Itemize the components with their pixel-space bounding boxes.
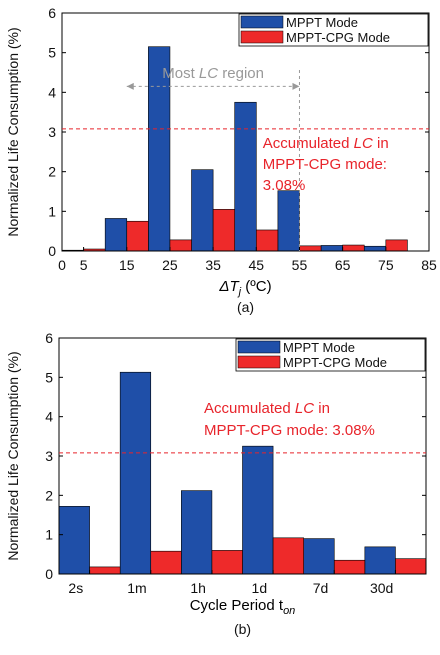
y-tick-label-a: 4 bbox=[48, 84, 56, 100]
bar-a-cpg-3 bbox=[212, 209, 236, 252]
annotation-line3-a: 3.08% bbox=[263, 177, 306, 194]
annotation-line2-a: MPPT-CPG mode: bbox=[263, 156, 387, 173]
x-tick-label-b: 7d bbox=[313, 580, 329, 596]
legend-label-a: MPPT-CPG Mode bbox=[286, 30, 390, 45]
x-tick-label-a: 85 bbox=[421, 257, 437, 273]
bar-a-cpg-5 bbox=[299, 245, 322, 252]
bar-b-cpg-5 bbox=[395, 558, 427, 575]
bar-a-cpg-6 bbox=[342, 244, 365, 252]
bar-a-cpg-4 bbox=[255, 229, 279, 252]
y-tick-label-a: 2 bbox=[48, 164, 56, 180]
x-axis-label-a: ΔTj (ºC) bbox=[218, 278, 271, 298]
bar-a-mppt-5 bbox=[277, 190, 300, 252]
y-axis-label-b: Normalized Life Consumption (%) bbox=[5, 351, 21, 560]
y-tick-label-b: 0 bbox=[45, 566, 53, 582]
x-tick-label-a: 0 bbox=[58, 257, 66, 273]
y-tick-label-a: 0 bbox=[48, 243, 56, 259]
y-axis-label-a: Normalized Life Consumption (%) bbox=[5, 27, 21, 236]
bar-b-mppt-1 bbox=[119, 371, 152, 575]
bar-a-cpg-2 bbox=[169, 239, 192, 252]
legend-swatch-a bbox=[240, 15, 284, 29]
x-tick-label-b: 1d bbox=[252, 580, 268, 596]
x-tick-label-b: 1h bbox=[190, 580, 206, 596]
x-tick-label-a: 75 bbox=[378, 257, 394, 273]
x-tick-label-a: 35 bbox=[205, 257, 221, 273]
caption-b: (b) bbox=[234, 621, 251, 637]
bar-a-mppt-6 bbox=[320, 245, 343, 252]
x-axis-label-b: Cycle Period ton bbox=[190, 597, 296, 617]
y-tick-label-b: 3 bbox=[45, 448, 53, 464]
y-tick-label-a: 5 bbox=[48, 45, 56, 61]
bar-a-mppt-4 bbox=[234, 101, 257, 252]
y-tick-label-b: 6 bbox=[45, 330, 53, 346]
x-tick-label-a: 25 bbox=[162, 257, 178, 273]
bar-a-cpg-1 bbox=[126, 220, 149, 252]
bar-a-mppt-3 bbox=[191, 169, 214, 252]
legend-swatch-b bbox=[237, 340, 281, 354]
bar-b-mppt-4 bbox=[303, 538, 335, 575]
x-tick-label-a: 45 bbox=[249, 257, 265, 273]
annotation-line2-b: MPPT-CPG mode: 3.08% bbox=[204, 422, 375, 439]
x-tick-label-a: 15 bbox=[119, 257, 135, 273]
bar-b-mppt-2 bbox=[181, 490, 213, 575]
bar-b-cpg-3 bbox=[272, 537, 304, 575]
x-tick-label-a: 5 bbox=[80, 257, 88, 273]
bar-b-cpg-0 bbox=[89, 566, 121, 575]
legend-label-b: MPPT-CPG Mode bbox=[283, 355, 387, 370]
bar-b-cpg-1 bbox=[150, 550, 182, 575]
caption-a: (a) bbox=[237, 299, 254, 315]
x-tick-label-a: 55 bbox=[292, 257, 308, 273]
legend-label-b: MPPT Mode bbox=[283, 340, 355, 355]
bar-b-cpg-4 bbox=[333, 559, 366, 575]
legend-swatch-b bbox=[237, 355, 281, 369]
x-tick-label-b: 1m bbox=[127, 580, 146, 596]
bar-b-cpg-2 bbox=[211, 550, 243, 575]
region-label-a: Most LC region bbox=[162, 65, 264, 82]
legend-swatch-a bbox=[240, 30, 284, 44]
region-arrowhead-right-a bbox=[292, 82, 300, 90]
annotation-line1-a: Accumulated LC in bbox=[263, 135, 389, 152]
x-tick-label-b: 30d bbox=[370, 580, 393, 596]
x-tick-label-a: 65 bbox=[335, 257, 351, 273]
y-tick-label-b: 5 bbox=[45, 369, 53, 385]
region-arrowhead-left-a bbox=[126, 82, 134, 90]
y-tick-label-a: 6 bbox=[48, 5, 56, 21]
annotation-line1-b: Accumulated LC in bbox=[204, 400, 330, 417]
bar-b-mppt-3 bbox=[242, 445, 274, 575]
y-tick-label-a: 3 bbox=[48, 124, 56, 140]
bar-a-cpg-7 bbox=[385, 239, 408, 252]
y-tick-label-b: 2 bbox=[45, 487, 53, 503]
legend-label-a: MPPT Mode bbox=[286, 15, 358, 30]
bar-a-mppt-7 bbox=[363, 245, 387, 252]
bar-b-mppt-5 bbox=[364, 546, 396, 575]
bar-b-mppt-0 bbox=[58, 506, 90, 575]
bar-a-mppt-1 bbox=[104, 218, 128, 252]
y-tick-label-b: 1 bbox=[45, 527, 53, 543]
y-tick-label-a: 1 bbox=[48, 203, 56, 219]
y-tick-label-b: 4 bbox=[45, 409, 53, 425]
x-tick-label-b: 2s bbox=[68, 580, 83, 596]
